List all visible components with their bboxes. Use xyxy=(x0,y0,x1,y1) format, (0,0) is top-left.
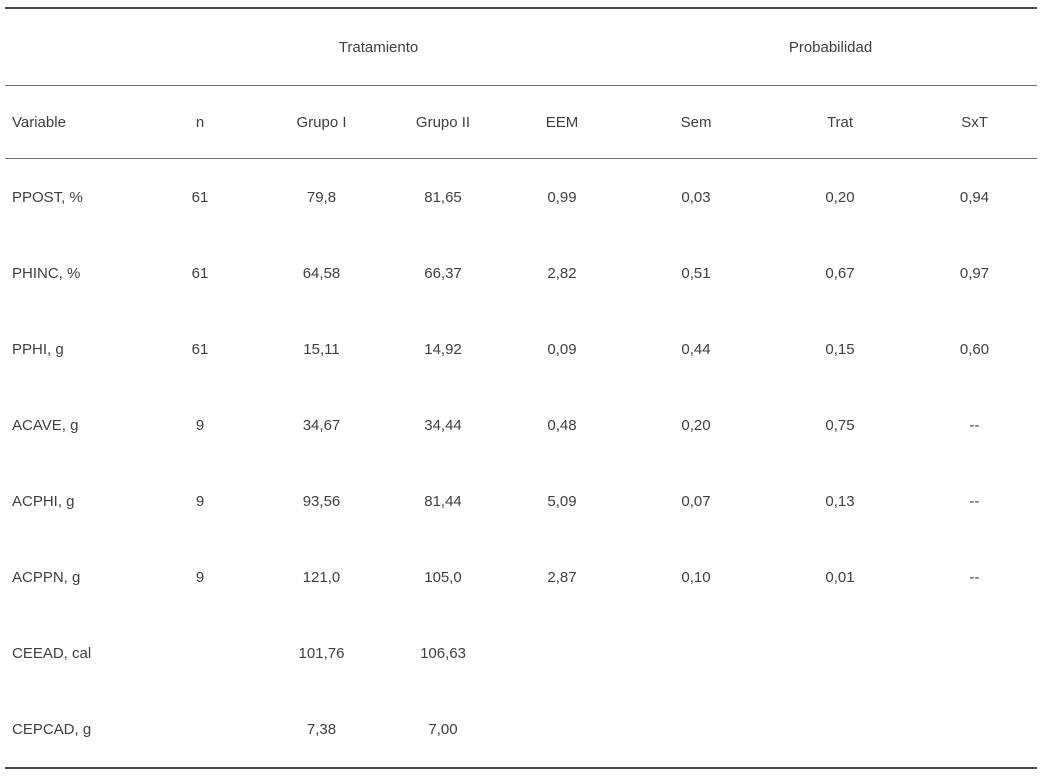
cell-eem: 0,99 xyxy=(547,188,577,206)
cell-trat xyxy=(768,691,912,768)
col-header-n: n xyxy=(143,85,257,159)
cell-eem xyxy=(500,691,624,768)
cell-grupo-1: 64,58 xyxy=(302,264,341,282)
cell-trat: 0,13 xyxy=(825,492,855,510)
cell-grupo-2: 106,63 xyxy=(420,644,466,662)
table-row: ACAVE, g 9 34,67 34,44 0,48 0,20 0,75 -- xyxy=(5,387,1037,463)
col-header-variable: Variable xyxy=(5,85,143,159)
cell-sxt: -- xyxy=(969,492,980,510)
cell-eem: 2,82 xyxy=(547,264,577,282)
cell-sxt: -- xyxy=(969,568,980,586)
group-header-probabilidad: Probabilidad xyxy=(624,8,1038,86)
table-row: ACPHI, g 9 93,56 81,44 5,09 0,07 0,13 -- xyxy=(5,463,1037,539)
col-header-sem: Sem xyxy=(624,85,769,159)
cell-trat xyxy=(768,615,912,691)
table-row: PPOST, % 61 79,8 81,65 0,99 0,03 0,20 0,94 xyxy=(5,159,1037,236)
col-header-trat: Trat xyxy=(768,85,913,159)
cell-n: 9 xyxy=(195,568,205,586)
cell-grupo-2: 14,92 xyxy=(424,340,462,358)
col-header-sxt: SxT xyxy=(912,85,1038,159)
table-row: PHINC, % 61 64,58 66,37 2,82 0,51 0,67 0,97 xyxy=(5,235,1037,311)
results-table: Tratamiento Probabilidad Variable n Grup… xyxy=(5,7,1038,769)
cell-trat: 0,67 xyxy=(825,264,855,282)
cell-grupo-1: 34,67 xyxy=(302,416,341,434)
cell-grupo-1: 93,56 xyxy=(302,492,341,510)
group-header-spacer xyxy=(5,8,257,86)
cell-trat: 0,75 xyxy=(825,416,855,434)
cell-variable: CEPCAD, g xyxy=(12,720,92,738)
cell-trat: 0,15 xyxy=(825,340,855,358)
cell-sem xyxy=(624,691,768,768)
cell-grupo-1: 15,11 xyxy=(303,340,340,358)
cell-eem: 2,87 xyxy=(547,568,577,586)
cell-grupo-1: 79,8 xyxy=(306,188,337,206)
col-header-grupo-1: Grupo I xyxy=(257,85,386,159)
cell-n: 61 xyxy=(191,340,209,358)
cell-sem: 0,10 xyxy=(681,568,711,586)
col-header-grupo-2: Grupo II xyxy=(386,85,501,159)
table-row: CEEAD, cal 101,76 106,63 xyxy=(5,615,1037,691)
cell-eem: 5,09 xyxy=(547,492,577,510)
cell-grupo-1: 121,0 xyxy=(302,568,341,586)
cell-n: 61 xyxy=(191,264,209,282)
cell-grupo-2: 66,37 xyxy=(424,264,462,282)
cell-sem: 0,07 xyxy=(681,492,711,510)
table-row: PPHI, g 61 15,11 14,92 0,09 0,44 0,15 0,60 xyxy=(5,311,1037,387)
cell-eem xyxy=(500,615,624,691)
cell-sxt: 0,97 xyxy=(959,264,990,282)
cell-grupo-2: 105,0 xyxy=(424,568,462,586)
group-header-spacer xyxy=(500,8,625,86)
cell-n xyxy=(143,615,257,691)
cell-sem: 0,20 xyxy=(681,416,711,434)
cell-variable: PPHI, g xyxy=(12,340,64,358)
cell-n: 9 xyxy=(195,416,205,434)
cell-variable: PPOST, % xyxy=(12,188,83,206)
table-row: CEPCAD, g 7,38 7,00 xyxy=(5,691,1037,768)
cell-trat: 0,01 xyxy=(825,568,855,586)
cell-grupo-2: 34,44 xyxy=(424,416,462,434)
group-header-tratamiento: Tratamiento xyxy=(257,8,501,86)
table-body: PPOST, % 61 79,8 81,65 0,99 0,03 0,20 0,94 PHINC… xyxy=(5,159,1037,769)
cell-variable: CEEAD, cal xyxy=(12,644,92,662)
cell-sem: 0,51 xyxy=(681,264,711,282)
cell-n: 61 xyxy=(191,188,209,206)
cell-eem: 0,09 xyxy=(547,340,577,358)
table-row: ACPPN, g 9 121,0 105,0 2,87 0,10 0,01 -- xyxy=(5,539,1037,615)
cell-sxt xyxy=(912,615,1037,691)
cell-grupo-1: 7,38 xyxy=(306,720,337,738)
cell-grupo-2: 81,65 xyxy=(424,188,462,206)
cell-eem: 0,48 xyxy=(547,416,577,434)
cell-n xyxy=(143,691,257,768)
cell-sxt: -- xyxy=(969,416,980,434)
cell-variable: PHINC, % xyxy=(12,264,81,282)
col-header-eem: EEM xyxy=(500,85,625,159)
cell-n: 9 xyxy=(195,492,205,510)
cell-sem xyxy=(624,615,768,691)
group-header-row: Tratamiento Probabilidad xyxy=(5,8,1038,86)
cell-variable: ACAVE, g xyxy=(12,416,79,434)
cell-variable: ACPPN, g xyxy=(12,568,81,586)
cell-trat: 0,20 xyxy=(825,188,855,206)
cell-sxt xyxy=(912,691,1037,768)
cell-sem: 0,44 xyxy=(681,340,711,358)
cell-variable: ACPHI, g xyxy=(12,492,75,510)
cell-grupo-2: 81,44 xyxy=(424,492,462,510)
column-header-row: Variable n Grupo I Grupo II EEM Sem Trat… xyxy=(5,85,1038,159)
cell-grupo-1: 101,76 xyxy=(298,644,345,662)
cell-grupo-2: 7,00 xyxy=(428,720,458,738)
cell-sxt: 0,60 xyxy=(959,340,990,358)
cell-sxt: 0,94 xyxy=(959,188,990,206)
cell-sem: 0,03 xyxy=(681,188,711,206)
